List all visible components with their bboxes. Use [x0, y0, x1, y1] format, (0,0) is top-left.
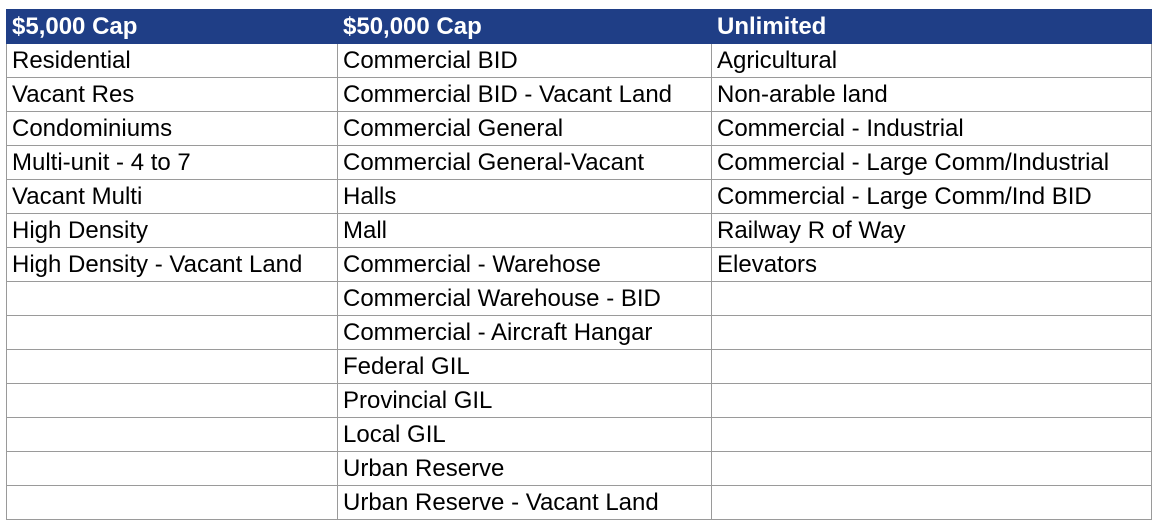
- table-cell: [6, 383, 338, 418]
- header-cell-50000-cap: $50,000 Cap: [337, 9, 712, 44]
- table-row: Vacant Multi Halls Commercial - Large Co…: [6, 179, 1152, 214]
- table-cell: Halls: [337, 179, 712, 214]
- table-body: Residential Commercial BID Agricultural …: [6, 43, 1152, 520]
- table-cell: [6, 451, 338, 486]
- table-cell: Elevators: [711, 247, 1152, 282]
- table-cell: Commercial - Large Comm/Industrial: [711, 145, 1152, 180]
- table-row: High Density - Vacant Land Commercial - …: [6, 247, 1152, 282]
- table-row: Multi-unit - 4 to 7 Commercial General-V…: [6, 145, 1152, 180]
- table-row: Urban Reserve: [6, 451, 1152, 486]
- table-cell: Commercial - Warehose: [337, 247, 712, 282]
- table-cell: Commercial - Industrial: [711, 111, 1152, 146]
- cap-category-table: $5,000 Cap $50,000 Cap Unlimited Residen…: [6, 9, 1152, 520]
- table-row: Provincial GIL: [6, 383, 1152, 418]
- table-cell: Urban Reserve - Vacant Land: [337, 485, 712, 520]
- table-cell: Federal GIL: [337, 349, 712, 384]
- table-cell: Commercial General-Vacant: [337, 145, 712, 180]
- header-row: $5,000 Cap $50,000 Cap Unlimited: [6, 9, 1152, 44]
- table-row: Condominiums Commercial General Commerci…: [6, 111, 1152, 146]
- table-row: High Density Mall Railway R of Way: [6, 213, 1152, 248]
- table-cell: Local GIL: [337, 417, 712, 452]
- table-cell: Commercial BID - Vacant Land: [337, 77, 712, 112]
- table-cell: Commercial - Aircraft Hangar: [337, 315, 712, 350]
- table-cell: Commercial Warehouse - BID: [337, 281, 712, 316]
- table-cell: [6, 349, 338, 384]
- table-cell: [711, 315, 1152, 350]
- table-cell: Residential: [6, 43, 338, 78]
- table-cell: [711, 417, 1152, 452]
- table-cell: Vacant Res: [6, 77, 338, 112]
- table-cell: High Density - Vacant Land: [6, 247, 338, 282]
- table-cell: [6, 485, 338, 520]
- table-cell: Commercial BID: [337, 43, 712, 78]
- table-row: Residential Commercial BID Agricultural: [6, 43, 1152, 78]
- table-cell: [711, 451, 1152, 486]
- table-cell: Vacant Multi: [6, 179, 338, 214]
- table-cell: Commercial General: [337, 111, 712, 146]
- table-cell: Urban Reserve: [337, 451, 712, 486]
- table-cell: Condominiums: [6, 111, 338, 146]
- table-cell: [6, 417, 338, 452]
- table-row: Local GIL: [6, 417, 1152, 452]
- table-cell: [711, 383, 1152, 418]
- table-cell: Commercial - Large Comm/Ind BID: [711, 179, 1152, 214]
- table-cell: [6, 281, 338, 316]
- table-row: Federal GIL: [6, 349, 1152, 384]
- table-cell: [711, 485, 1152, 520]
- table-row: Urban Reserve - Vacant Land: [6, 485, 1152, 520]
- table-row: Commercial Warehouse - BID: [6, 281, 1152, 316]
- table-cell: [711, 281, 1152, 316]
- table-cell: Agricultural: [711, 43, 1152, 78]
- table-cell: [6, 315, 338, 350]
- table-row: Commercial - Aircraft Hangar: [6, 315, 1152, 350]
- header-cell-5000-cap: $5,000 Cap: [6, 9, 338, 44]
- table-row: Vacant Res Commercial BID - Vacant Land …: [6, 77, 1152, 112]
- table-cell: Non-arable land: [711, 77, 1152, 112]
- table-cell: [711, 349, 1152, 384]
- table-cell: Multi-unit - 4 to 7: [6, 145, 338, 180]
- table-cell: High Density: [6, 213, 338, 248]
- table-cell: Mall: [337, 213, 712, 248]
- header-cell-unlimited: Unlimited: [711, 9, 1152, 44]
- table-cell: Railway R of Way: [711, 213, 1152, 248]
- table-cell: Provincial GIL: [337, 383, 712, 418]
